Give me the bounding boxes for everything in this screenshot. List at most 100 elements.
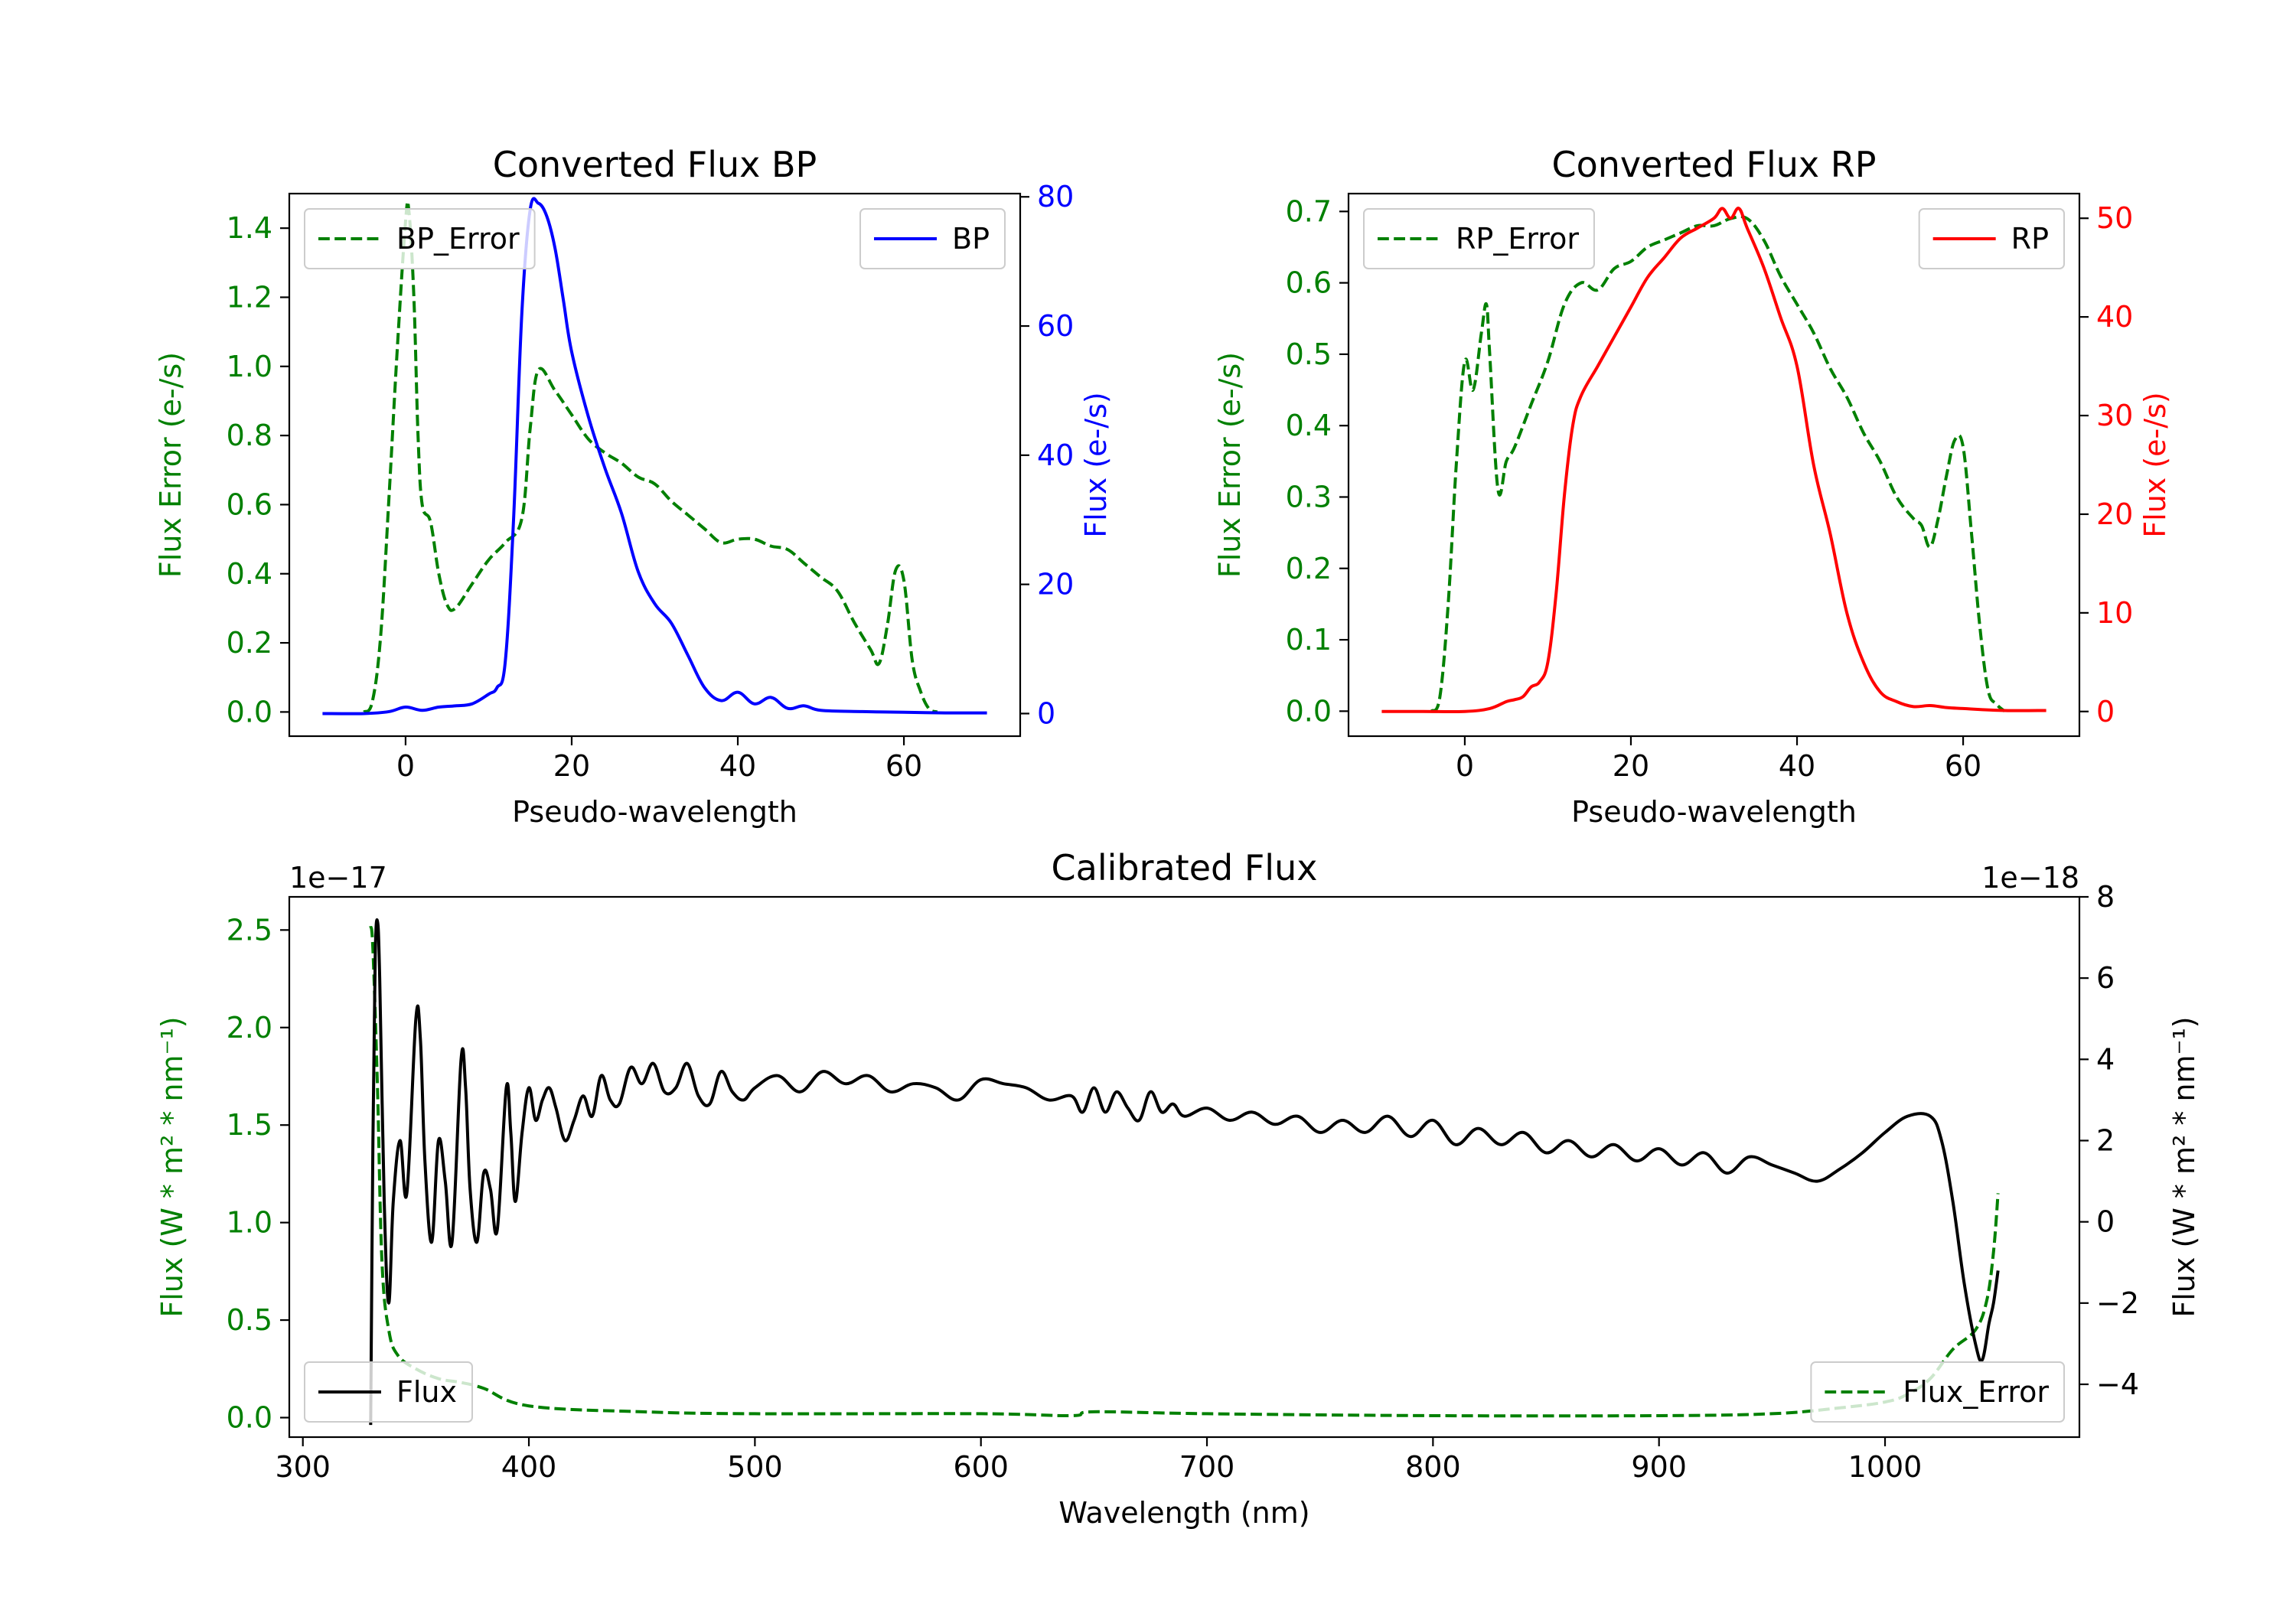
y-right-tick-label: −4 [2096,1367,2139,1401]
legend-box [304,1361,473,1423]
y-left-tick-label: 0.2 [1286,552,1332,585]
x-tick-label: 500 [727,1450,783,1484]
x-tick-label: 0 [396,749,415,783]
y-left-tick-label: 0.5 [227,1303,272,1337]
y-left-tick-label: 0.1 [1286,623,1332,657]
x-tick-label: 20 [1613,749,1649,783]
series-line-rp-error [1430,214,2006,712]
y-left-axis-label: Flux Error (e-/s) [1213,352,1247,578]
legend-flux-error: Flux_Error [1810,1361,2065,1423]
x-tick-label: 800 [1405,1450,1461,1484]
y-left-tick-label: 2.5 [227,913,272,947]
legend-bp: BP [859,208,1006,269]
y-left-tick-label: 0.4 [227,557,272,591]
series-group [1381,207,2047,714]
y-left-offset-text: 1e−17 [289,861,387,895]
y-right-tick-label: −2 [2096,1286,2139,1320]
y-left-tick-label: 1.2 [227,280,272,314]
y-left-tick-label: 0.7 [1286,194,1332,228]
y-right-tick-label: 2 [2096,1123,2115,1157]
chart-title: Calibrated Flux [1052,847,1318,888]
x-tick-label: 900 [1631,1450,1687,1484]
y-left-tick-label: 0.3 [1286,480,1332,513]
chart-title: Converted Flux BP [493,144,817,185]
legend-bp-error: BP_Error [304,208,536,269]
y-left-tick-label: 0.0 [227,695,272,729]
series-group [369,918,2000,1426]
y-left-tick-label: 0.5 [1286,337,1332,371]
legend-label: BP [952,222,990,256]
chart-calibrated-flux: 300 400 500 600 700 800 900 1000 0.0 0.5 1.0 1.5 2.0… [155,847,2201,1530]
x-tick-label: 300 [275,1450,331,1484]
y-left-tick-label: 0.8 [227,419,272,452]
y-right-tick-label: 6 [2096,961,2115,995]
x-tick-label: 60 [1945,749,1981,783]
y-right-tick-label: 50 [2096,201,2133,235]
y-right-tick-label: 20 [2096,497,2133,531]
y-right-offset-text: 1e−18 [1981,861,2079,895]
plot-frame [1347,192,2081,738]
chart-converted-flux-rp: 0 20 40 60 0.0 0.1 0.2 0.3 0.4 0.5 0.6 0.7 0 10 20 30 40… [1213,144,2172,829]
legend-box [1810,1361,2065,1423]
x-tick-label: 40 [1779,749,1815,783]
chart-converted-flux-bp: 0 20 40 60 0.0 0.2 0.4 0.6 0.8 1.0 1.2 1.4 0 20 40 60 80… [154,144,1113,829]
plot-frame [288,192,1022,738]
y-left-tick-label: 0.6 [1286,266,1332,300]
y-right-tick-label: 0 [2096,695,2115,729]
legend-label: RP_Error [1456,222,1579,256]
x-tick-label: 20 [553,749,590,783]
legend-label: BP_Error [396,222,520,256]
x-tick-label: 700 [1179,1450,1235,1484]
legend-label: RP [2011,222,2049,256]
series-line-flux [369,918,2000,1426]
x-axis-label: Pseudo-wavelength [512,795,797,829]
y-right-tick-label: 10 [2096,596,2133,630]
x-tick-label: 60 [885,749,922,783]
y-left-tick-label: 0.0 [227,1401,272,1435]
legend-flux: Flux [304,1361,473,1423]
x-axis-label: Wavelength (nm) [1058,1496,1309,1530]
legend-rp-error: RP_Error [1363,208,1595,269]
legend-rp: RP [1918,208,2065,269]
y-left-tick-label: 2.0 [227,1011,272,1045]
chart-title: Converted Flux RP [1552,144,1877,185]
y-left-tick-label: 1.0 [227,1206,272,1240]
y-right-tick-label: 80 [1037,180,1074,214]
y-left-axis-label: Flux (W * m² * nm⁻¹) [155,1016,189,1317]
series-line-flux-error [369,925,2000,1418]
y-right-axis-label: Flux (e-/s) [2138,392,2172,537]
y-left-axis-label: Flux Error (e-/s) [154,352,188,578]
y-right-axis-label: Flux (e-/s) [1079,392,1113,537]
y-right-tick-label: 20 [1037,568,1074,601]
y-right-tick-label: 30 [2096,399,2133,432]
y-right-tick-label: 40 [1037,438,1074,472]
y-left-tick-label: 1.4 [227,211,272,245]
legend-label: Flux [396,1375,457,1409]
legend-label: Flux_Error [1903,1375,2049,1409]
y-right-tick-label: 0 [1037,696,1055,730]
legend-box [304,208,536,269]
y-left-tick-label: 0.2 [227,626,272,660]
y-left-tick-label: 0.4 [1286,409,1332,442]
series-line-bp [322,197,987,715]
x-tick-label: 600 [953,1450,1009,1484]
y-right-tick-label: 4 [2096,1042,2115,1076]
y-left-tick-label: 1.5 [227,1108,272,1142]
series-line-rp [1381,207,2047,714]
y-right-tick-label: 0 [2096,1205,2115,1239]
y-left-tick-label: 0.0 [1286,694,1332,728]
x-axis-label: Pseudo-wavelength [1571,795,1857,829]
y-right-tick-label: 8 [2096,880,2115,914]
y-left-tick-label: 1.0 [227,350,272,383]
x-tick-label: 1000 [1848,1450,1923,1484]
y-right-tick-label: 40 [2096,300,2133,334]
y-right-tick-label: 60 [1037,309,1074,343]
y-right-axis-label: Flux (W * m² * nm⁻¹) [2167,1016,2201,1317]
x-tick-label: 400 [501,1450,557,1484]
plot-frame [288,895,2081,1439]
x-tick-label: 0 [1456,749,1474,783]
y-left-tick-label: 0.6 [227,487,272,521]
x-tick-label: 40 [719,749,756,783]
legend-box [1363,208,1595,269]
